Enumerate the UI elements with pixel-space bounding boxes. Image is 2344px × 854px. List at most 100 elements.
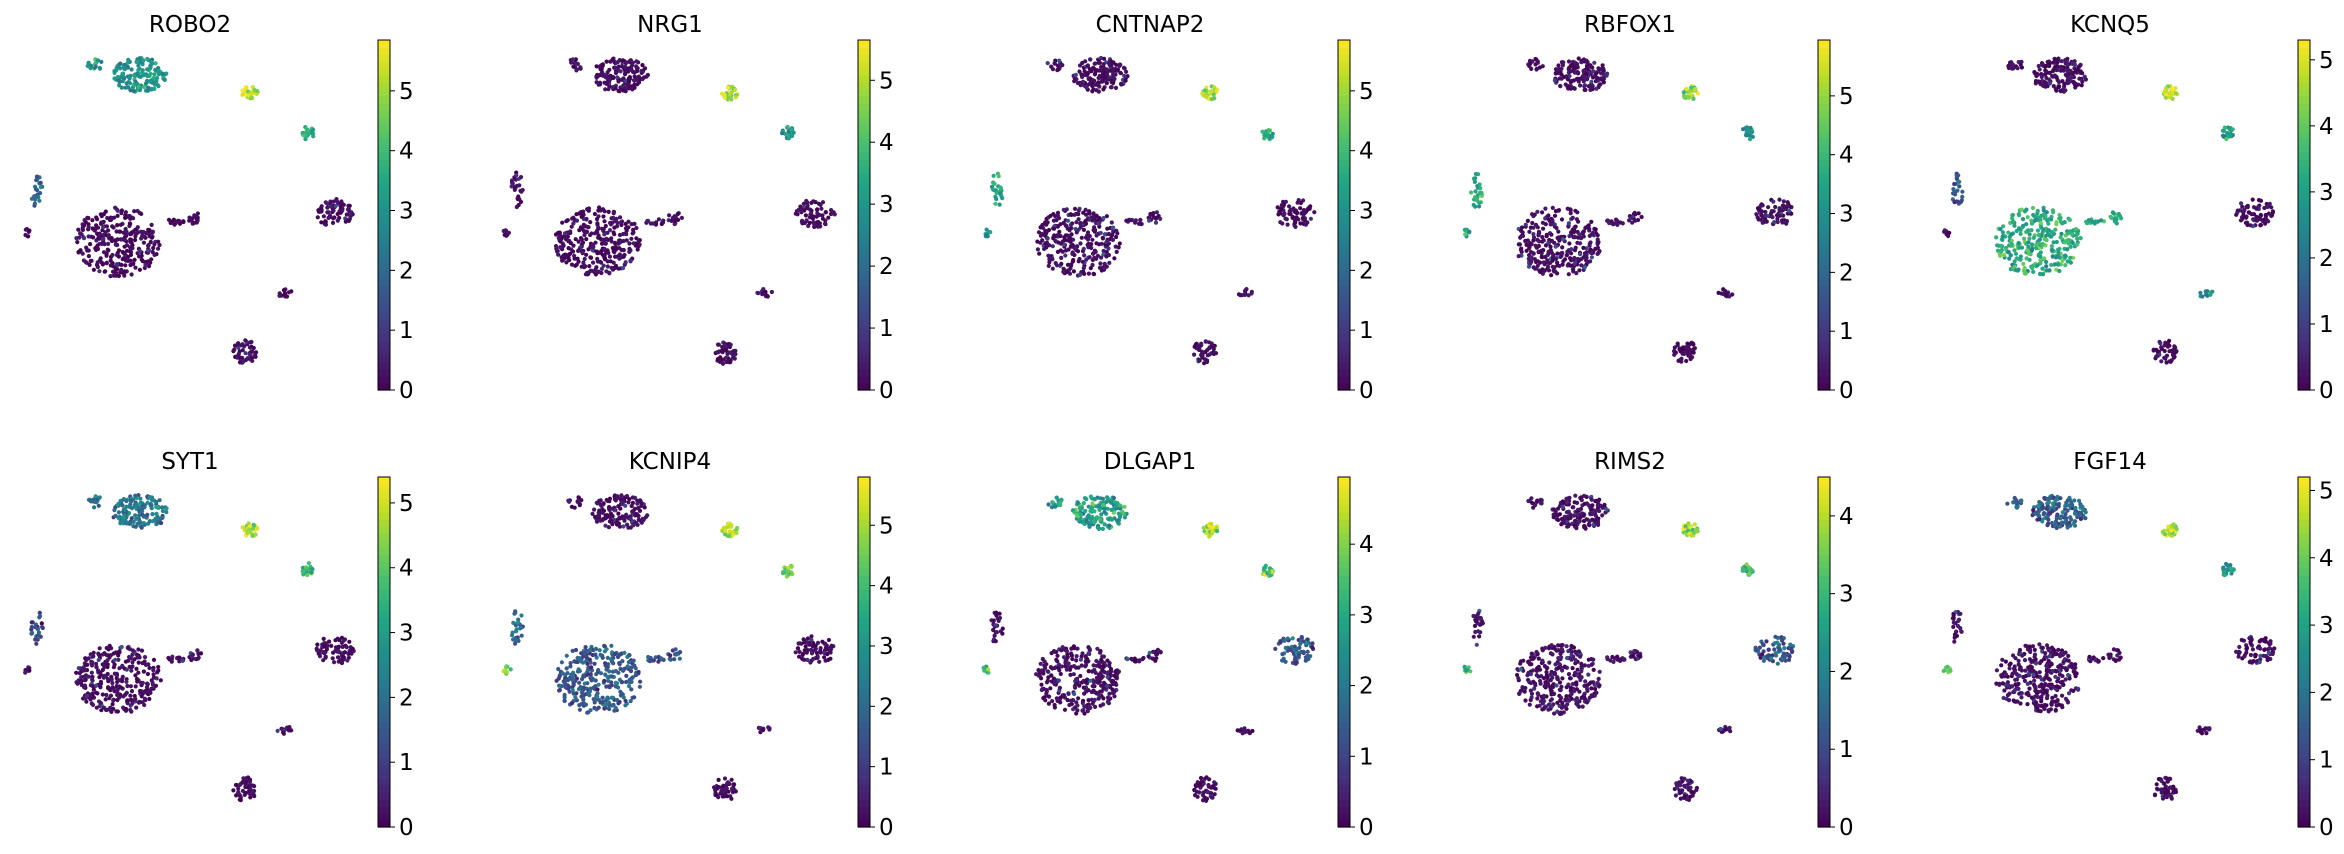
- point: [590, 245, 595, 250]
- point: [92, 505, 97, 510]
- point: [2230, 127, 2235, 132]
- point: [1577, 232, 1582, 237]
- point: [2031, 269, 2036, 274]
- colorbar-segment: [1338, 306, 1350, 314]
- point: [608, 220, 613, 226]
- point: [1065, 238, 1070, 243]
- colorbar-segment: [378, 631, 390, 639]
- point: [588, 672, 593, 677]
- point: [328, 199, 333, 204]
- point: [1956, 179, 1961, 184]
- point: [996, 174, 1001, 179]
- point: [1531, 232, 1536, 237]
- point: [1529, 66, 1534, 71]
- point: [1684, 86, 1689, 91]
- point: [621, 76, 626, 81]
- point: [1097, 68, 1102, 73]
- point: [992, 181, 997, 186]
- point: [1785, 200, 1790, 205]
- colorbar-segment: [1818, 138, 1830, 146]
- point: [1754, 212, 1759, 217]
- point: [669, 218, 674, 223]
- point: [124, 679, 129, 685]
- point: [2000, 234, 2005, 239]
- point: [333, 203, 338, 209]
- point: [2059, 59, 2064, 64]
- point: [1108, 85, 1113, 90]
- point: [594, 249, 600, 254]
- point: [618, 215, 623, 220]
- point: [344, 212, 349, 217]
- point: [329, 643, 334, 649]
- colorbar-tick-label: 3: [1839, 202, 1854, 228]
- point: [1758, 217, 1763, 222]
- point: [115, 213, 120, 218]
- colorbar-segment: [378, 561, 390, 569]
- point: [240, 348, 245, 353]
- point: [1556, 229, 1561, 234]
- point: [728, 360, 733, 365]
- colorbar-tick-label: 1: [2319, 312, 2334, 338]
- point: [631, 227, 636, 232]
- point: [589, 231, 594, 236]
- point: [1036, 230, 1042, 235]
- point: [1691, 96, 1696, 101]
- point: [786, 565, 791, 571]
- point: [172, 222, 177, 227]
- colorbar-tick-label: 4: [399, 556, 414, 582]
- point: [803, 213, 809, 218]
- colorbar-segment: [2298, 61, 2310, 69]
- colorbar-segment: [378, 722, 390, 730]
- point: [595, 256, 600, 261]
- point: [1569, 247, 1574, 252]
- point: [155, 75, 160, 81]
- point: [2044, 259, 2049, 265]
- point: [2254, 218, 2259, 223]
- colorbar-segment: [1338, 54, 1350, 62]
- point: [1104, 81, 1109, 86]
- point: [769, 289, 775, 295]
- point: [104, 653, 109, 658]
- point: [1096, 89, 1101, 94]
- colorbar-segment: [1338, 236, 1350, 244]
- point: [820, 200, 826, 205]
- point: [149, 235, 154, 240]
- point: [35, 633, 40, 639]
- point: [109, 646, 114, 651]
- point: [316, 651, 321, 656]
- point: [815, 211, 820, 216]
- point: [77, 235, 82, 240]
- point: [2164, 353, 2170, 358]
- colorbar-segment: [378, 40, 390, 48]
- colorbar-segment: [378, 264, 390, 272]
- point: [1101, 215, 1106, 221]
- point: [1283, 216, 1288, 221]
- colorbar-tick-label: 5: [2319, 48, 2334, 74]
- colorbar-segment: [378, 505, 390, 513]
- point: [151, 657, 157, 663]
- scatter-points: [23, 493, 356, 803]
- point: [1543, 206, 1548, 211]
- point: [311, 134, 316, 139]
- point: [346, 655, 351, 660]
- point: [1536, 233, 1541, 238]
- point: [2009, 242, 2014, 247]
- point: [566, 246, 571, 251]
- point: [672, 214, 677, 219]
- point: [731, 352, 737, 357]
- point: [124, 498, 129, 504]
- colorbar-segment: [2298, 201, 2310, 209]
- colorbar-segment: [378, 152, 390, 160]
- colorbar-segment: [378, 145, 390, 153]
- point: [2170, 87, 2175, 92]
- point: [125, 645, 130, 650]
- colorbar-segment: [1338, 257, 1350, 265]
- point: [94, 244, 99, 249]
- point: [2010, 62, 2015, 67]
- point: [2234, 212, 2239, 217]
- point: [595, 501, 600, 506]
- point: [335, 636, 340, 641]
- point: [120, 71, 125, 76]
- point: [621, 231, 626, 237]
- colorbar-segment: [1818, 334, 1830, 342]
